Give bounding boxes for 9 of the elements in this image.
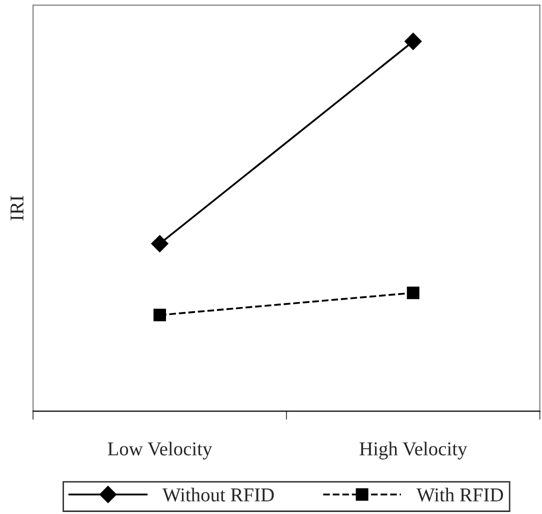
x-tick-label: High Velocity <box>360 442 468 460</box>
x-tick-label: Low Velocity <box>108 442 212 460</box>
legend-label: With RFID <box>416 488 503 502</box>
legend-label: Without RFID <box>162 488 274 502</box>
point <box>404 32 422 50</box>
y-axis-title: IRI <box>10 196 24 220</box>
point <box>151 235 168 252</box>
point <box>154 308 166 322</box>
point <box>406 286 420 300</box>
